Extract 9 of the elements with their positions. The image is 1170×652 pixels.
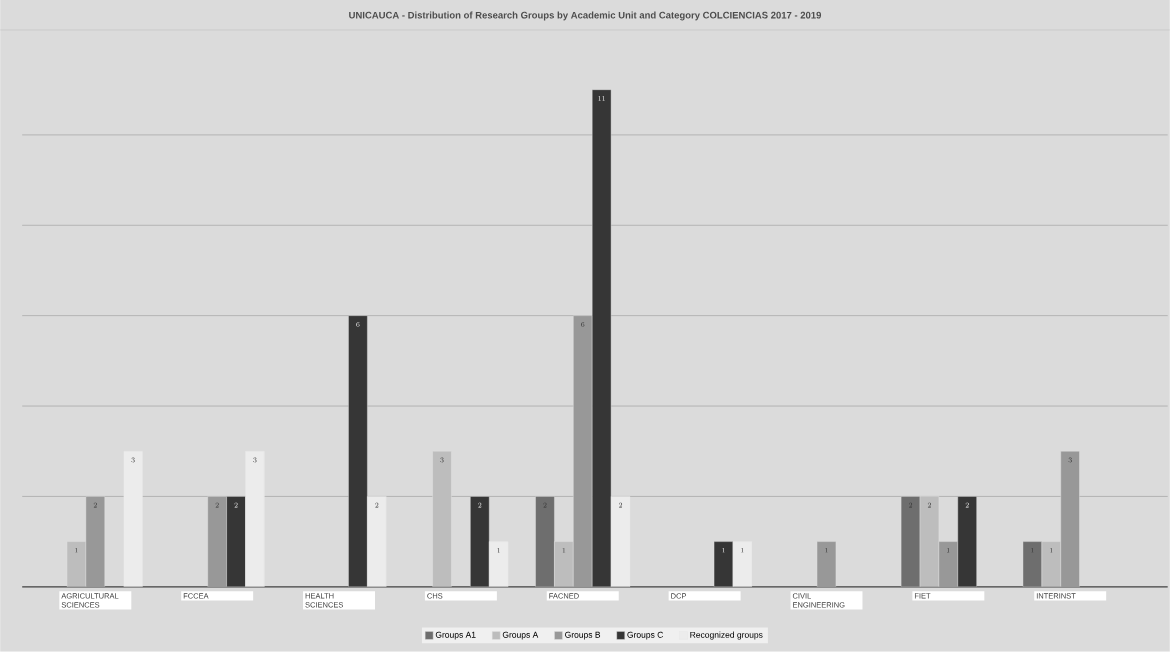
bar [207,496,227,587]
bar [123,451,143,587]
legend-label: Groups A1 [435,631,476,640]
legend-label: Groups B [565,631,601,640]
bar [432,451,452,587]
legend-label: Groups A [502,631,539,640]
legend-label: Recognized groups [690,631,763,640]
legend-label: Groups C [627,631,663,640]
chart-title: UNICAUCA - Distribution of Research Groups by Academic Unit and Category COLCIENCIAS 2017 - 2019 [349,11,822,21]
